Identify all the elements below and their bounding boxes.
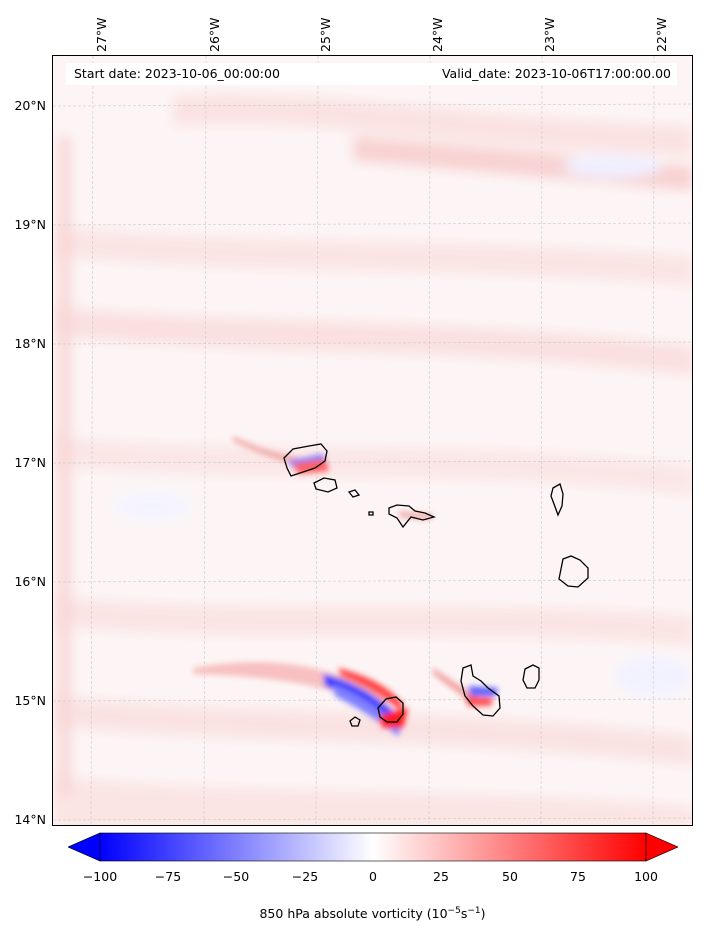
lat-label-16n: 16°N [14,574,46,589]
colorbar-tick: 25 [433,869,449,884]
lon-label-24w: 24°W [430,17,445,52]
island-sal [550,483,564,517]
colorbar-extend-min [68,832,101,862]
lon-label-27w: 27°W [94,17,109,52]
date-info-box: Start date: 2023-10-06_00:00:00 Valid_da… [66,63,677,85]
colorbar-tick: 100 [634,869,658,884]
island-boa-vista [558,555,589,588]
lat-label-15n: 15°N [14,693,46,708]
lon-label-26w: 26°W [207,17,222,52]
vorticity-wakes [193,436,498,736]
lat-label-17n: 17°N [14,455,46,470]
island-raso [368,511,374,516]
island-santa-luzia [347,489,361,498]
island-santo-antao [283,443,328,477]
island-brava [349,716,361,727]
island-sao-vicente [313,477,338,493]
island-sao-nicolau [388,504,436,529]
island-maio [522,664,540,689]
colorbar-tick: −25 [291,869,319,884]
colorbar-tick: 75 [570,869,586,884]
colorbar [68,832,678,862]
colorbar-tick: −75 [154,869,182,884]
colorbar-tick: −100 [82,869,118,884]
start-date-text: Start date: 2023-10-06_00:00:00 [74,66,280,81]
island-fogo [377,696,404,723]
lat-label-19n: 19°N [14,217,46,232]
island-santiago [460,664,501,717]
lat-label-20n: 20°N [14,98,46,113]
island-coastlines [283,443,589,727]
colorbar-tick: 50 [502,869,518,884]
colorbar-tick: 0 [369,869,377,884]
lon-label-22w: 22°W [654,17,669,52]
vorticity-map [52,55,693,826]
colorbar-extend-max [645,832,678,862]
colorbar-tick: −50 [222,869,250,884]
lon-label-23w: 23°W [542,17,557,52]
lat-label-14n: 14°N [14,812,46,827]
map-canvas [53,56,692,825]
valid-date-text: Valid_date: 2023-10-06T17:00:00.00 [441,66,671,81]
lon-label-25w: 25°W [318,17,333,52]
colorbar-label: 850 hPa absolute vorticity (10−5s−1) [259,906,486,922]
lat-label-18n: 18°N [14,336,46,351]
colorbar-body [99,832,647,862]
